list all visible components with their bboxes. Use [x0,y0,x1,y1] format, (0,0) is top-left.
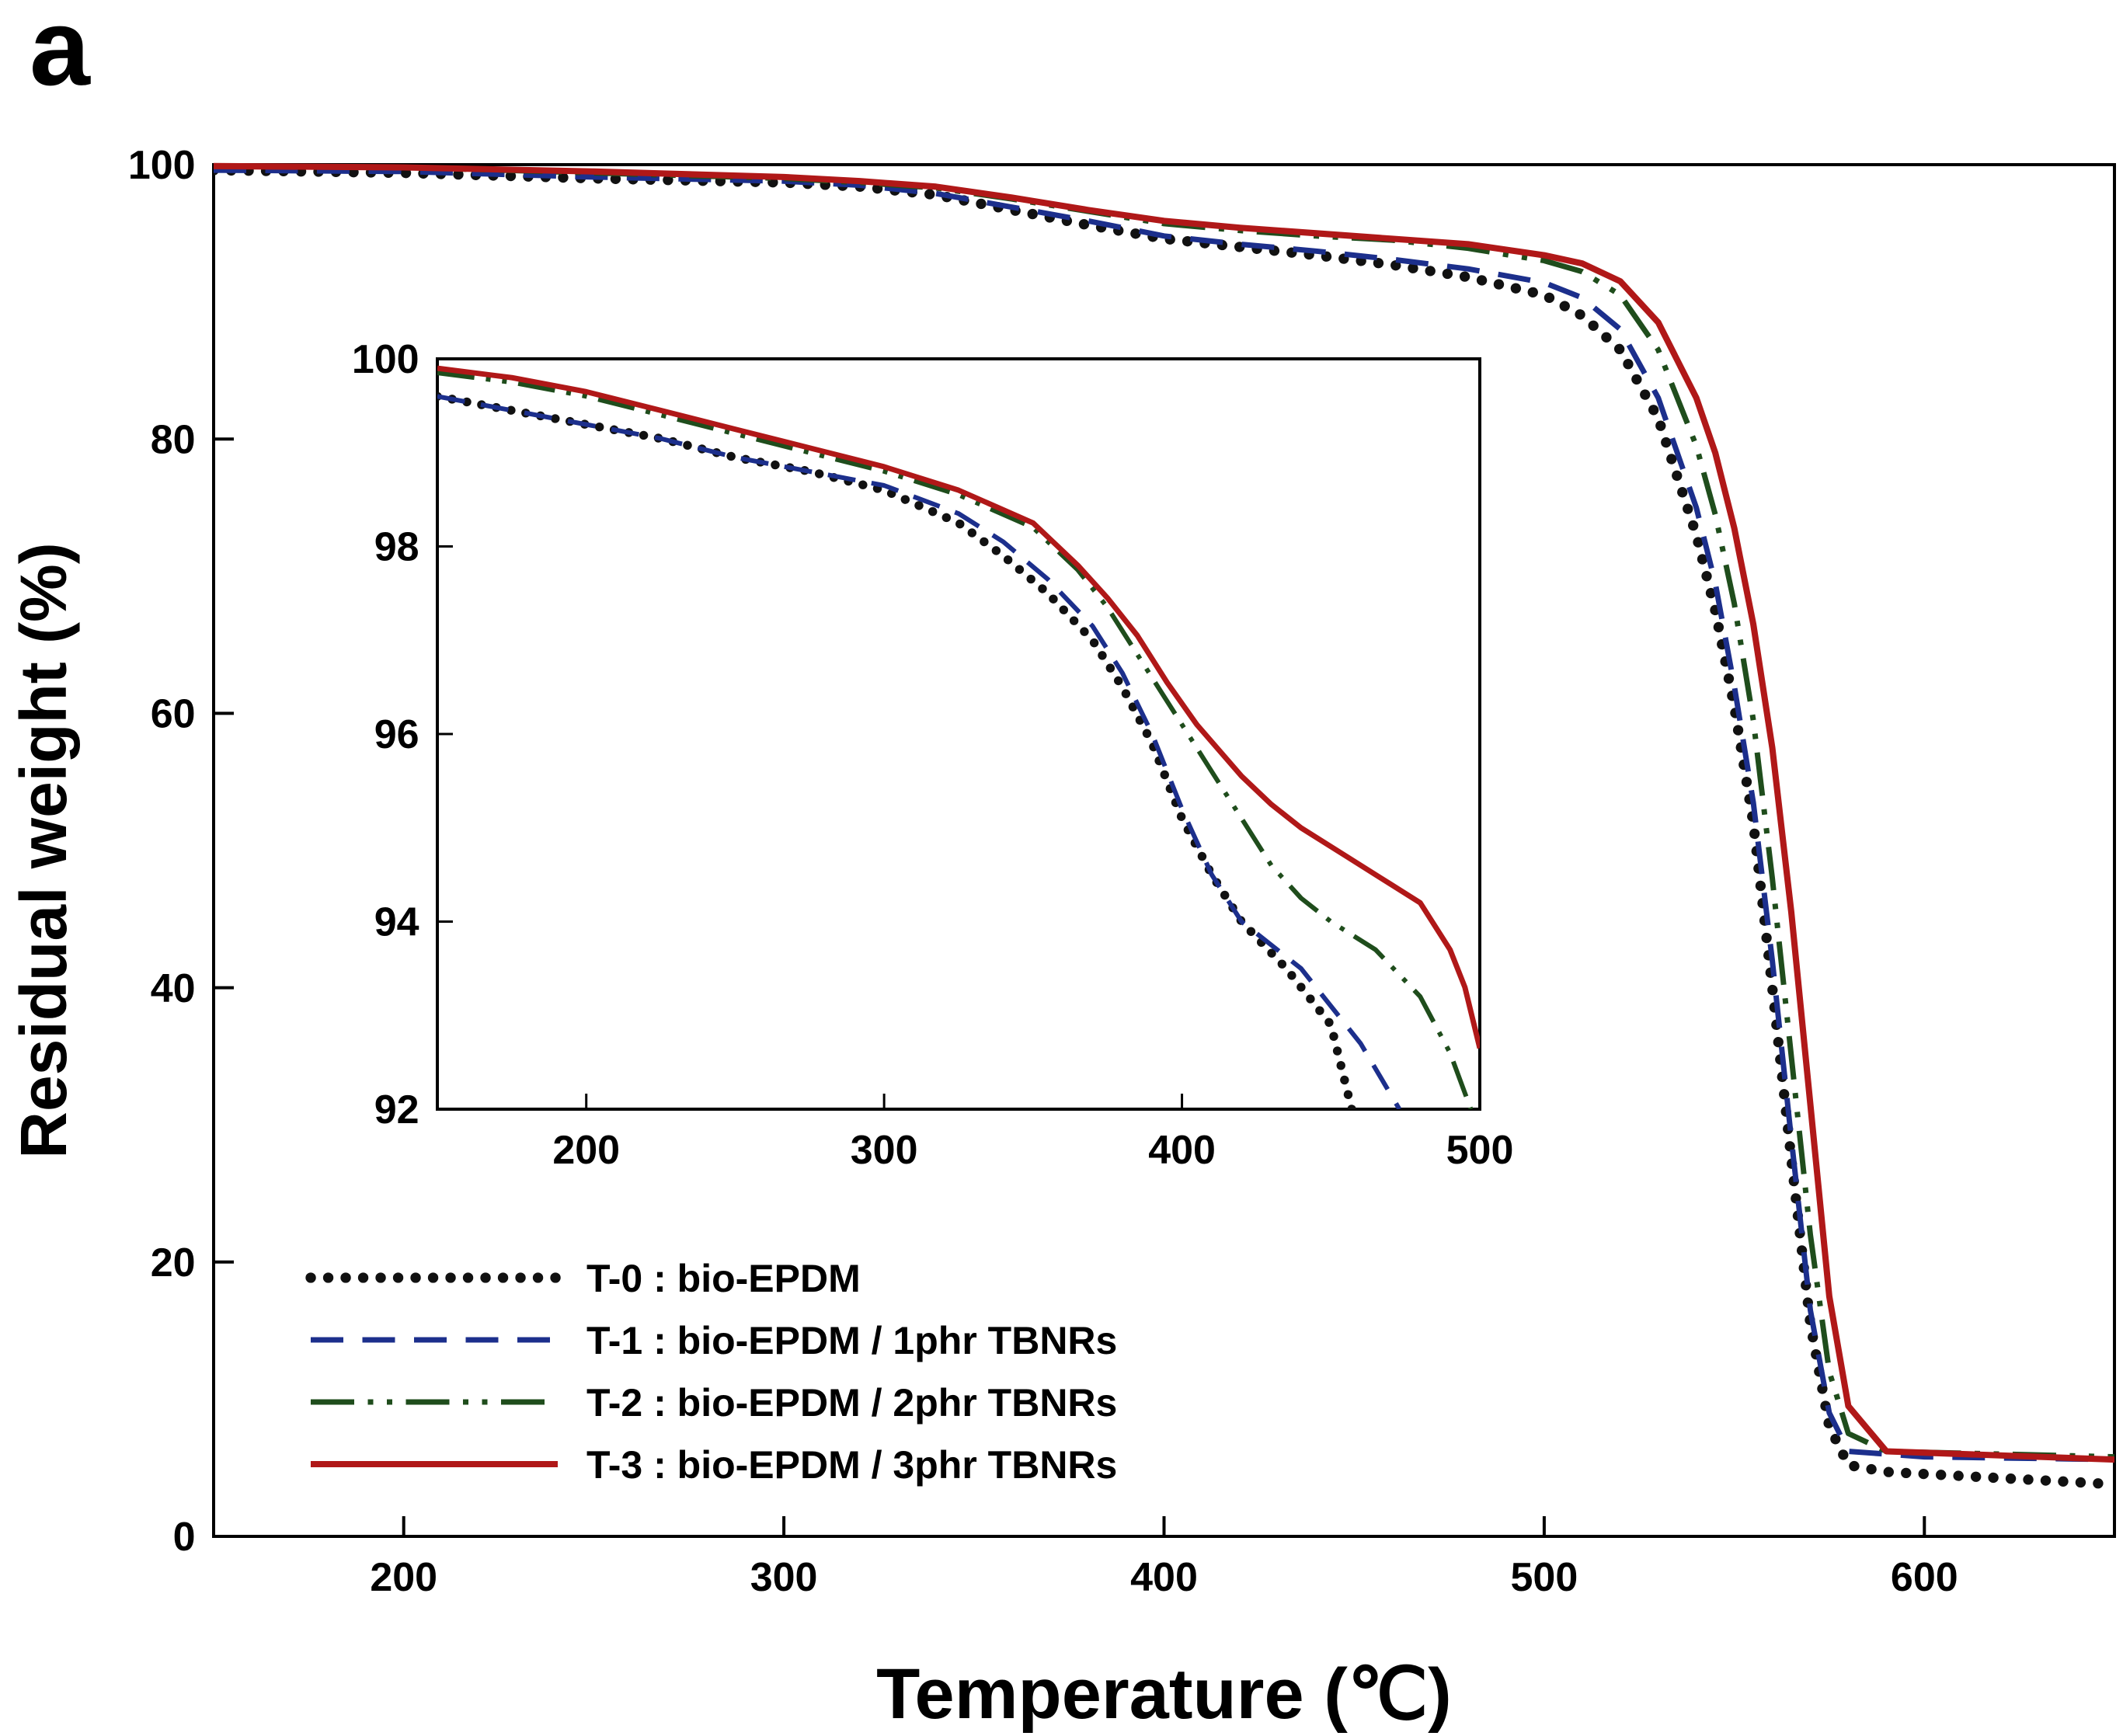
legend-label-2: T-2 : bio-EPDM / 2phr TBNRs [586,1381,1117,1425]
inset-x-tick-label: 500 [1446,1128,1514,1173]
main-x-tick-label: 300 [750,1555,818,1600]
main-x-tick-label: 600 [1891,1555,1958,1600]
main-x-tick-label: 400 [1130,1555,1198,1600]
main-y-tick-label: 0 [173,1515,196,1560]
inset-x-tick-label: 400 [1148,1128,1216,1173]
main-x-tick-label: 500 [1511,1555,1578,1600]
main-x-tick-label: 200 [370,1555,437,1600]
inset-series-line-2 [437,371,1474,1109]
main-series-group [214,162,2114,1490]
inset-series-line-1 [437,394,1402,1109]
legend-label-1: T-1 : bio-EPDM / 1phr TBNRs [586,1319,1117,1362]
panel-label: a [30,0,90,108]
x-axis-title: Temperature (℃) [876,1654,1452,1734]
inset-y-tick-label: 92 [374,1087,419,1132]
legend-label-3: T-3 : bio-EPDM / 3phr TBNRs [586,1443,1117,1487]
inset-y-tick-label: 98 [374,525,419,570]
y-axis-title: Residual weight (%) [7,542,80,1158]
main-series-line-3 [214,162,2114,1463]
inset-x-tick-label: 200 [552,1128,620,1173]
inset-y-tick-label: 100 [352,337,419,382]
main-y-tick-label: 60 [151,692,196,737]
main-y-tick-label: 40 [151,966,196,1011]
legend: T-0 : bio-EPDM T-1 : bio-EPDM / 1phr TBNR… [305,1257,1117,1487]
inset-series-group [437,365,1480,1109]
inset-x-tick-label: 300 [851,1128,918,1173]
main-series-line-1 [214,167,2114,1463]
main-y-tick-label: 100 [128,143,196,188]
legend-label-0: T-0 : bio-EPDM [586,1257,861,1300]
inset-series-line-3 [437,365,1480,1049]
inset-y-tick-label: 94 [374,900,419,945]
main-y-tick-label: 80 [151,417,196,462]
inset-y-tick-label: 96 [374,712,419,757]
main-y-tick-label: 20 [151,1240,196,1285]
